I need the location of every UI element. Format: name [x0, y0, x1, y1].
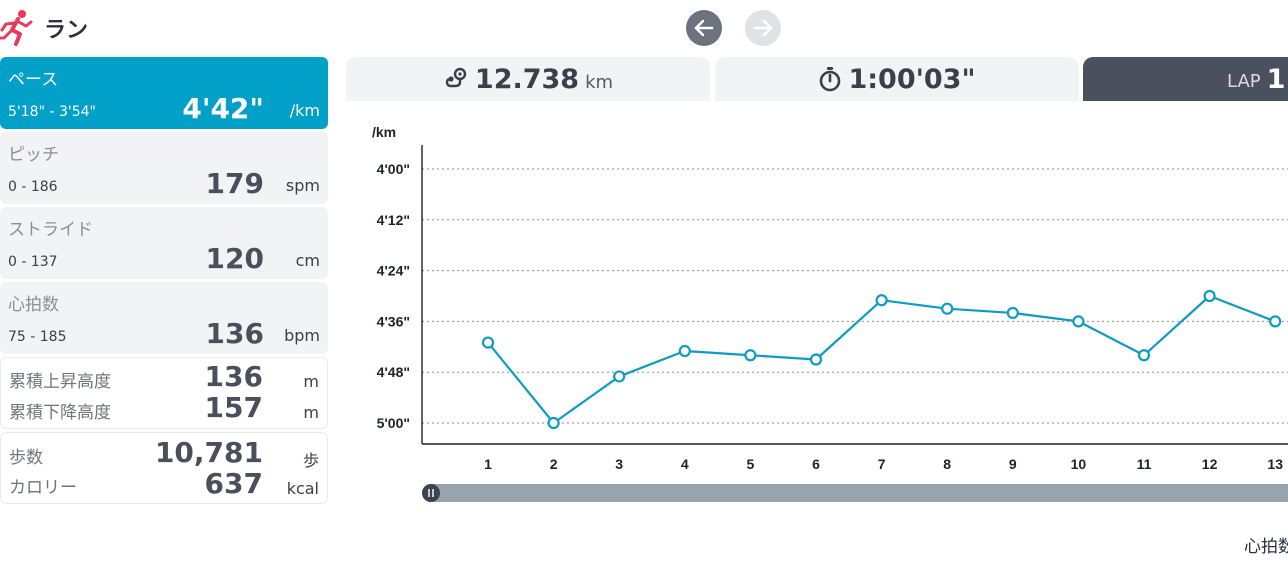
- pace-data-point: [613, 370, 626, 383]
- lap-tab[interactable]: LAP 1: [1083, 57, 1288, 101]
- elevation-card: 累積上昇高度 136 m 累積下降高度 157 m: [0, 357, 328, 429]
- x-tick-label: 7: [878, 456, 886, 472]
- x-tick-label: 5: [747, 456, 755, 472]
- pace-data-point: [1203, 289, 1216, 303]
- heart-rate-value: 136: [205, 317, 264, 350]
- stride-card[interactable]: ストライド 0 - 137 120 cm: [0, 207, 328, 279]
- x-tick-label: 12: [1202, 456, 1218, 472]
- app-header: ラン: [0, 8, 88, 48]
- next-button[interactable]: [745, 10, 781, 46]
- x-tick-label: 10: [1071, 456, 1087, 472]
- descent-label: 累積下降高度: [9, 403, 111, 423]
- steps-unit: 歩: [302, 451, 319, 470]
- pitch-card[interactable]: ピッチ 0 - 186 179 spm: [0, 132, 328, 204]
- stride-label: ストライド: [8, 220, 93, 240]
- x-tick-label: 4: [681, 456, 689, 472]
- y-tick-label: 4'24": [377, 263, 410, 279]
- ascent-label: 累積上昇高度: [9, 372, 111, 392]
- runner-icon: [0, 10, 33, 46]
- time-tab[interactable]: 1:00'03": [715, 57, 1079, 101]
- pitch-range: 0 - 186: [8, 179, 58, 195]
- heart-rate-label: 心拍数: [8, 295, 59, 315]
- pace-card[interactable]: ペース 5'18" - 3'54" 4'42" /km: [0, 57, 328, 129]
- pace-unit: /km: [289, 101, 320, 120]
- x-tick-label: 11: [1137, 456, 1152, 472]
- pace-data-point: [678, 344, 691, 358]
- y-tick-label: 4'12": [377, 212, 410, 228]
- x-tick-label: 6: [812, 456, 820, 472]
- x-tick-label: 9: [1009, 456, 1017, 472]
- pace-line-chart: /km4'00"4'12"4'24"4'36"4'48"5'00"1 2 3 4 5 6 7…: [372, 124, 1288, 472]
- y-axis-label: /km: [372, 124, 396, 140]
- y-tick-label: 4'36": [377, 313, 410, 329]
- pace-data-point: [809, 353, 823, 366]
- page-title: ラン: [44, 18, 89, 43]
- distance-unit: km: [585, 71, 614, 93]
- slider-handle[interactable]: [422, 484, 440, 502]
- x-tick-label: 1: [484, 456, 492, 472]
- descent-unit: m: [303, 403, 319, 422]
- route-icon: [445, 67, 467, 88]
- y-tick-label: 4'48": [377, 364, 410, 380]
- steps-value: 10,781: [154, 436, 263, 469]
- y-tick-label: 5'00": [377, 415, 410, 431]
- pace-data-point: [1269, 315, 1282, 328]
- distance-tab[interactable]: 12.738 km: [346, 57, 710, 101]
- heart-rate-unit: bpm: [284, 326, 320, 345]
- x-tick-label: 8: [943, 456, 951, 472]
- stopwatch-icon: [820, 67, 841, 92]
- pitch-value: 179: [205, 167, 264, 200]
- stride-value: 120: [205, 242, 264, 275]
- pace-data-point: [744, 349, 757, 362]
- stride-unit: cm: [295, 251, 320, 270]
- calories-unit: kcal: [286, 479, 319, 498]
- stride-range: 0 - 137: [8, 254, 58, 270]
- x-tick-label: 13: [1267, 456, 1283, 472]
- y-tick-label: 4'00": [377, 161, 410, 177]
- chart-range-slider[interactable]: [422, 484, 1288, 502]
- calories-value: 637: [204, 467, 263, 500]
- pace-data-point: [481, 336, 495, 349]
- previous-button[interactable]: [686, 10, 722, 46]
- steps-card: 歩数 10,781 歩 カロリー 637 kcal: [0, 432, 328, 504]
- lap-label: LAP: [1227, 70, 1261, 92]
- arrow-right-icon: [753, 19, 773, 37]
- ascent-value: 136: [204, 360, 263, 393]
- pace-series-line: [487, 294, 1276, 425]
- descent-value: 157: [204, 391, 263, 424]
- steps-label: 歩数: [9, 448, 43, 468]
- pace-data-point: [941, 302, 954, 315]
- pace-data-point: [875, 294, 888, 307]
- pace-data-point: [547, 416, 560, 430]
- pace-label: ペース: [8, 70, 59, 90]
- pace-data-point: [1072, 315, 1085, 328]
- time-value: 1:00'03": [848, 63, 976, 95]
- x-tick-label: 2: [550, 456, 558, 472]
- footer-heart-rate-label: 心拍数: [1244, 537, 1288, 557]
- pace-range: 5'18" - 3'54": [8, 104, 96, 120]
- heart-rate-card[interactable]: 心拍数 75 - 185 136 bpm: [0, 282, 328, 354]
- pace-data-point: [1137, 349, 1151, 362]
- pitch-unit: spm: [285, 176, 320, 195]
- pitch-label: ピッチ: [8, 145, 59, 165]
- lap-number: 1: [1266, 63, 1286, 95]
- pace-data-point: [1006, 306, 1019, 320]
- distance-value: 12.738: [474, 63, 580, 95]
- pace-value: 4'42": [182, 92, 264, 125]
- calories-label: カロリー: [9, 478, 77, 498]
- x-tick-label: 3: [615, 456, 623, 472]
- ascent-unit: m: [303, 372, 319, 391]
- heart-rate-range: 75 - 185: [8, 329, 67, 345]
- arrow-left-icon: [694, 19, 714, 37]
